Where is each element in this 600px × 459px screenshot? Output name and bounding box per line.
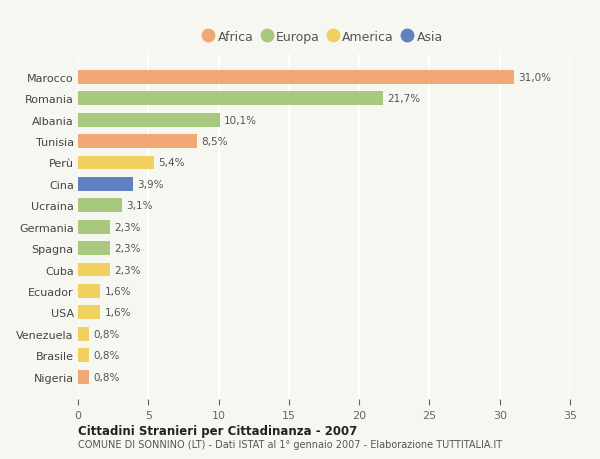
Text: 8,5%: 8,5% xyxy=(202,137,228,147)
Text: 21,7%: 21,7% xyxy=(387,94,421,104)
Bar xyxy=(78,263,110,277)
Legend: Africa, Europa, America, Asia: Africa, Europa, America, Asia xyxy=(202,27,446,47)
Bar xyxy=(78,113,220,127)
Bar xyxy=(78,92,383,106)
Bar xyxy=(78,306,100,319)
Bar xyxy=(78,241,110,256)
Bar xyxy=(78,220,110,234)
Bar xyxy=(78,284,100,298)
Text: 1,6%: 1,6% xyxy=(105,286,131,296)
Text: 5,4%: 5,4% xyxy=(158,158,185,168)
Text: 10,1%: 10,1% xyxy=(224,115,257,125)
Text: 0,8%: 0,8% xyxy=(94,372,120,382)
Bar xyxy=(78,199,122,213)
Text: 0,8%: 0,8% xyxy=(94,329,120,339)
Bar xyxy=(78,370,89,384)
Text: Cittadini Stranieri per Cittadinanza - 2007: Cittadini Stranieri per Cittadinanza - 2… xyxy=(78,424,357,437)
Text: 2,3%: 2,3% xyxy=(115,244,141,253)
Bar xyxy=(78,156,154,170)
Text: 2,3%: 2,3% xyxy=(115,265,141,275)
Bar xyxy=(78,178,133,191)
Text: 1,6%: 1,6% xyxy=(105,308,131,318)
Bar xyxy=(78,135,197,149)
Text: 3,9%: 3,9% xyxy=(137,179,164,190)
Text: 31,0%: 31,0% xyxy=(518,73,551,83)
Text: 2,3%: 2,3% xyxy=(115,222,141,232)
Text: 0,8%: 0,8% xyxy=(94,350,120,360)
Text: COMUNE DI SONNINO (LT) - Dati ISTAT al 1° gennaio 2007 - Elaborazione TUTTITALIA: COMUNE DI SONNINO (LT) - Dati ISTAT al 1… xyxy=(78,440,502,449)
Bar xyxy=(78,71,514,84)
Text: 3,1%: 3,1% xyxy=(126,201,152,211)
Bar xyxy=(78,348,89,362)
Bar xyxy=(78,327,89,341)
